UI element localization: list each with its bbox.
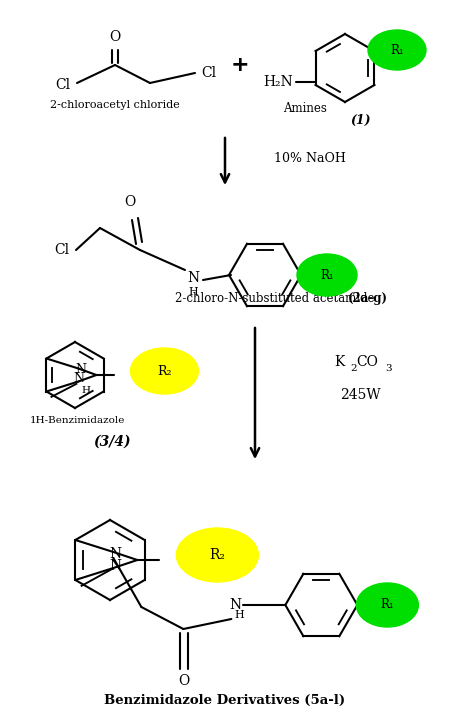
Ellipse shape	[368, 30, 426, 70]
Text: 10% NaOH: 10% NaOH	[274, 152, 346, 165]
Text: (3/4): (3/4)	[93, 435, 131, 449]
Text: Cl: Cl	[54, 243, 70, 257]
Ellipse shape	[356, 583, 419, 627]
Text: R₁: R₁	[390, 44, 404, 57]
Text: K: K	[335, 355, 345, 369]
Text: Amines: Amines	[283, 102, 327, 115]
Ellipse shape	[297, 254, 357, 296]
Text: H: H	[188, 287, 198, 297]
Text: H: H	[234, 610, 244, 620]
Text: 2-chloro-N-substituted acetamide: 2-chloro-N-substituted acetamide	[175, 291, 378, 304]
Text: N: N	[230, 598, 241, 612]
Text: CO: CO	[356, 355, 378, 369]
Text: Benzimidazole Derivatives (5a-l): Benzimidazole Derivatives (5a-l)	[104, 694, 346, 706]
Text: 2-chloroacetyl chloride: 2-chloroacetyl chloride	[50, 100, 180, 110]
Text: R₂: R₂	[157, 365, 171, 378]
Text: R₁: R₁	[381, 599, 394, 611]
Text: 2: 2	[350, 363, 356, 373]
Text: O: O	[179, 674, 190, 688]
Text: N: N	[109, 559, 122, 573]
Ellipse shape	[130, 348, 198, 394]
Text: N: N	[75, 363, 86, 376]
Text: R₂: R₂	[209, 548, 225, 562]
Text: H: H	[82, 386, 91, 395]
Text: 3: 3	[385, 363, 392, 373]
Text: Cl: Cl	[202, 66, 216, 80]
Text: O: O	[109, 30, 121, 44]
Text: Cl: Cl	[55, 78, 71, 92]
Text: (1): (1)	[350, 114, 370, 126]
Ellipse shape	[176, 528, 258, 582]
Text: O: O	[124, 195, 135, 209]
Text: N: N	[73, 372, 84, 385]
Text: 1H-Benzimidazole: 1H-Benzimidazole	[30, 415, 126, 425]
Text: H₂N: H₂N	[263, 75, 293, 89]
Text: (2a-g): (2a-g)	[348, 291, 388, 304]
Text: N: N	[109, 547, 122, 561]
Text: N: N	[187, 271, 199, 285]
Text: R₁: R₁	[320, 268, 334, 281]
Text: +: +	[231, 55, 249, 75]
Text: 245W: 245W	[340, 388, 380, 402]
